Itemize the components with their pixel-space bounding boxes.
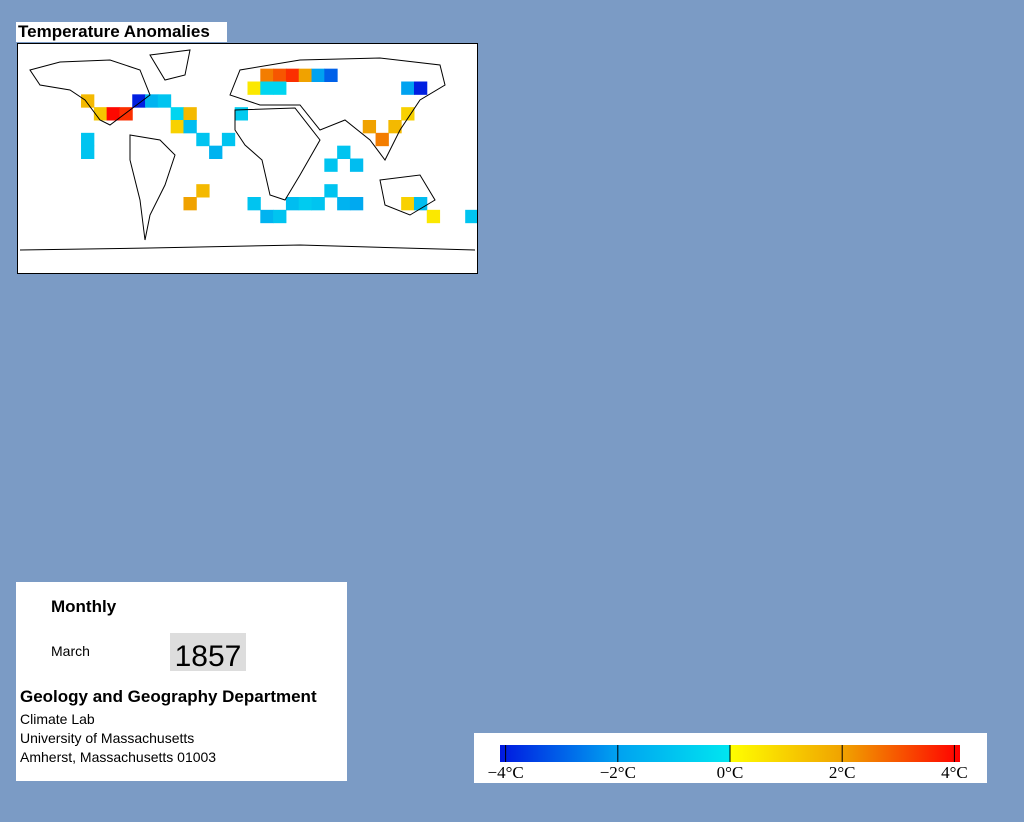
- anomaly-cell: [349, 197, 364, 211]
- anomaly-cell: [337, 197, 351, 211]
- anomaly-cell: [337, 145, 351, 159]
- anomaly-cell: [324, 184, 338, 198]
- anomaly-cell: [260, 81, 274, 95]
- anomaly-cell: [311, 197, 325, 211]
- anomaly-cell: [311, 68, 325, 82]
- anomaly-cell: [183, 107, 197, 121]
- address-line: Climate Lab: [20, 711, 95, 727]
- anomaly-cell: [465, 209, 478, 224]
- anomaly-cell: [196, 132, 210, 147]
- info-panel: Monthly March 1857 Geology and Geography…: [16, 582, 347, 781]
- colorbar-tick-label: 4°C: [941, 763, 968, 782]
- anomaly-cell: [260, 209, 274, 224]
- anomaly-cell: [298, 68, 313, 82]
- anomaly-cell: [324, 158, 338, 172]
- anomaly-cell: [273, 209, 287, 224]
- anomaly-cell: [106, 107, 120, 121]
- anomaly-cell: [285, 68, 300, 82]
- address-line: Amherst, Massachusetts 01003: [20, 749, 217, 765]
- year: 1857: [170, 633, 246, 673]
- anomaly-cell: [170, 120, 184, 134]
- anomaly-cell: [221, 132, 236, 147]
- anomaly-cell: [388, 120, 402, 134]
- anomaly-cell: [285, 197, 300, 211]
- anomaly-cell: [183, 197, 197, 211]
- map: [17, 43, 478, 274]
- anomaly-cell: [401, 197, 415, 211]
- anomaly-cell: [93, 107, 108, 121]
- anomaly-cell: [247, 197, 261, 211]
- anomaly-cell: [298, 197, 313, 211]
- anomaly-cell: [413, 81, 428, 95]
- anomaly-cell: [81, 145, 95, 159]
- anomaly-cell: [145, 94, 159, 108]
- anomaly-cell: [426, 209, 441, 224]
- anomaly-cell: [157, 94, 172, 108]
- anomaly-cell: [247, 81, 261, 95]
- anomaly-cell: [132, 94, 146, 108]
- department: Geology and Geography Department: [20, 687, 317, 706]
- month: March: [51, 643, 90, 659]
- anomaly-cell: [196, 184, 210, 198]
- anomaly-cell: [170, 107, 184, 121]
- colorbar-tick-label: 0°C: [717, 763, 744, 782]
- anomaly-cell: [349, 158, 364, 172]
- colorbar-tick-label: −4°C: [487, 763, 523, 782]
- anomaly-cell: [260, 68, 274, 82]
- colorbar-tick-label: 2°C: [829, 763, 856, 782]
- map-frame: [17, 43, 478, 274]
- anomaly-cell: [401, 81, 415, 95]
- anomaly-cell: [209, 145, 223, 159]
- anomaly-cell: [234, 107, 248, 121]
- anomaly-cell: [81, 132, 95, 147]
- anomaly-cell: [273, 81, 287, 95]
- anomaly-cell: [401, 107, 415, 121]
- map-title: Temperature Anomalies: [16, 22, 227, 42]
- address-line: University of Massachusetts: [20, 730, 195, 746]
- anomaly-cell: [324, 68, 338, 82]
- colorbar: −4°C −2°C 0°C 2°C 4°C: [474, 733, 987, 783]
- anomaly-cell: [81, 94, 95, 108]
- anomaly-cell: [362, 120, 377, 134]
- coastlines: [19, 49, 476, 251]
- anomaly-cell: [273, 68, 287, 82]
- anomaly-cell: [375, 132, 389, 147]
- frequency: Monthly: [51, 597, 117, 616]
- anomaly-cell: [183, 120, 197, 134]
- colorbar-tick-label: −2°C: [600, 763, 636, 782]
